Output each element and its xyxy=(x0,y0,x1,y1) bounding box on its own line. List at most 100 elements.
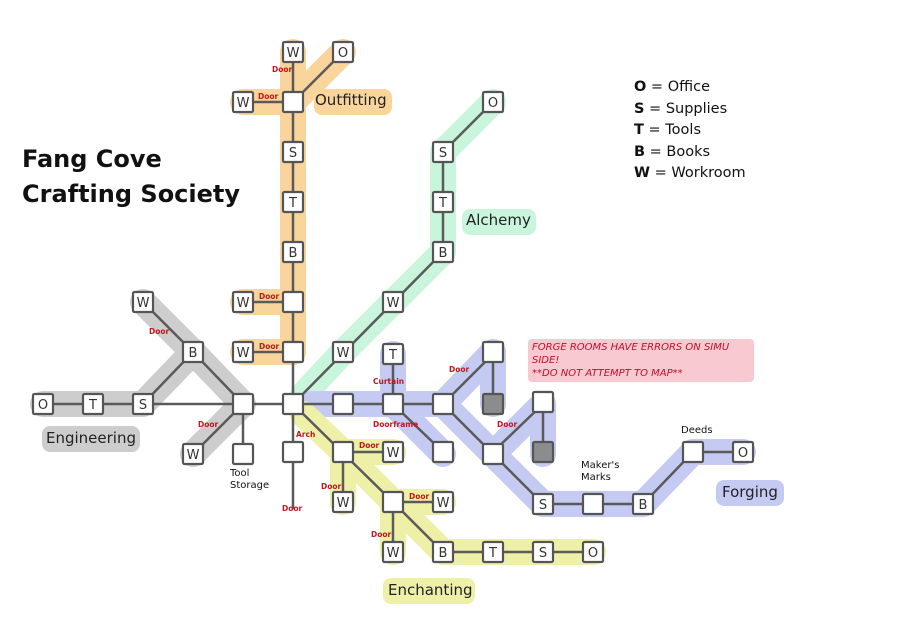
door-label: Door xyxy=(497,420,518,429)
room-node-room xyxy=(281,392,305,416)
room-box xyxy=(531,492,555,516)
room-node-workroom: W xyxy=(181,442,205,466)
room-code: T xyxy=(388,348,397,363)
room-box xyxy=(181,442,205,466)
door-label: Door xyxy=(149,327,170,336)
door-label: Door xyxy=(198,420,219,429)
room-box xyxy=(531,540,555,564)
room-node-tools: T xyxy=(481,540,505,564)
room-node-supplies: S xyxy=(131,392,155,416)
legend-item-office: O = Office xyxy=(634,79,711,95)
room-box xyxy=(481,392,505,416)
room-code: B xyxy=(439,246,448,261)
wing-label-alchemy: Alchemy xyxy=(466,211,531,229)
room-code: B xyxy=(639,498,648,513)
room-node-office: O xyxy=(331,40,355,64)
door-label: Door xyxy=(371,530,392,539)
room-box xyxy=(281,340,305,364)
room-box xyxy=(381,290,405,314)
room-box xyxy=(281,290,305,314)
outfitting-label-highlight xyxy=(314,89,392,115)
room-node-office: O xyxy=(581,540,605,564)
warning-line-1: FORGE ROOMS HAVE ERRORS ON SIMU SIDE! xyxy=(532,342,730,366)
room-code: S xyxy=(439,146,447,161)
room-node-room xyxy=(281,340,305,364)
legend-item-workroom: W = Workroom xyxy=(634,165,746,181)
legend-item-books: B = Books xyxy=(634,143,711,160)
room-code: T xyxy=(88,398,97,413)
forge-warning-note: FORGE ROOMS HAVE ERRORS ON SIMU SIDE! **… xyxy=(528,339,754,382)
room-box xyxy=(281,440,305,464)
room-box xyxy=(331,440,355,464)
room-node-workroom: W xyxy=(381,540,405,564)
room-code: W xyxy=(137,296,150,311)
door-label: Door xyxy=(258,92,279,101)
room-code: W xyxy=(237,96,250,111)
room-code: W xyxy=(237,296,250,311)
room-node-books: B xyxy=(281,240,305,264)
door-label: Door xyxy=(259,292,280,301)
room-node-room xyxy=(331,440,355,464)
room-box xyxy=(431,540,455,564)
room-code: O xyxy=(338,46,348,61)
room-code: S xyxy=(539,546,547,561)
room-node-workroom: W xyxy=(131,290,155,314)
room-code: W xyxy=(437,496,450,511)
room-code: O xyxy=(588,546,598,561)
room-node-room xyxy=(431,392,455,416)
room-node-office: O xyxy=(481,90,505,114)
room-box xyxy=(731,440,755,464)
room-node-books: B xyxy=(181,340,205,364)
room-box xyxy=(181,340,205,364)
room-box xyxy=(281,240,305,264)
room-box xyxy=(381,392,405,416)
arch-label: Arch xyxy=(296,430,316,439)
legend-item-tools: T = Tools xyxy=(634,122,701,138)
room-box xyxy=(631,492,655,516)
room-node-room xyxy=(231,392,255,416)
door-label: Door xyxy=(272,65,293,74)
doorframe-label: Doorframe xyxy=(373,420,419,429)
room-box xyxy=(431,490,455,514)
room-node-tools: T xyxy=(431,190,455,214)
room-box xyxy=(431,392,455,416)
room-node-room xyxy=(381,392,405,416)
room-node-workroom: W xyxy=(331,490,355,514)
room-code: B xyxy=(289,246,298,261)
room-box xyxy=(431,190,455,214)
room-node-disabled-room xyxy=(531,440,555,464)
room-box xyxy=(331,392,355,416)
room-box xyxy=(81,392,105,416)
room-node-room xyxy=(681,440,705,464)
door-label: Door xyxy=(449,365,470,374)
alchemy-label-highlight xyxy=(462,209,536,235)
room-box xyxy=(281,140,305,164)
room-code: W xyxy=(287,46,300,61)
room-box xyxy=(231,290,255,314)
room-box xyxy=(481,90,505,114)
door-label: Door xyxy=(282,504,303,513)
room-node-room xyxy=(431,440,455,464)
room-box xyxy=(31,392,55,416)
room-box xyxy=(331,490,355,514)
title-line-2: Crafting Society xyxy=(22,180,241,208)
room-box xyxy=(381,342,405,366)
room-box xyxy=(281,40,305,64)
room-node-supplies: S xyxy=(281,140,305,164)
room-node-workroom: W xyxy=(381,440,405,464)
room-box xyxy=(231,442,255,466)
room-node-tools: T xyxy=(81,392,105,416)
room-box xyxy=(281,190,305,214)
room-node-room xyxy=(331,392,355,416)
forging-label-highlight xyxy=(716,480,784,506)
room-node-supplies: S xyxy=(431,140,455,164)
room-node-room xyxy=(281,440,305,464)
wing-label-forging: Forging xyxy=(722,483,778,501)
legend-item-supplies: S = Supplies xyxy=(634,100,728,117)
rooms: W O W S T B W W O S T B W W O T S W B W T S B O W W W W B T S O xyxy=(31,40,755,564)
room-node-room xyxy=(281,90,305,114)
room-box xyxy=(131,392,155,416)
room-box xyxy=(581,492,605,516)
room-code: B xyxy=(439,546,448,561)
